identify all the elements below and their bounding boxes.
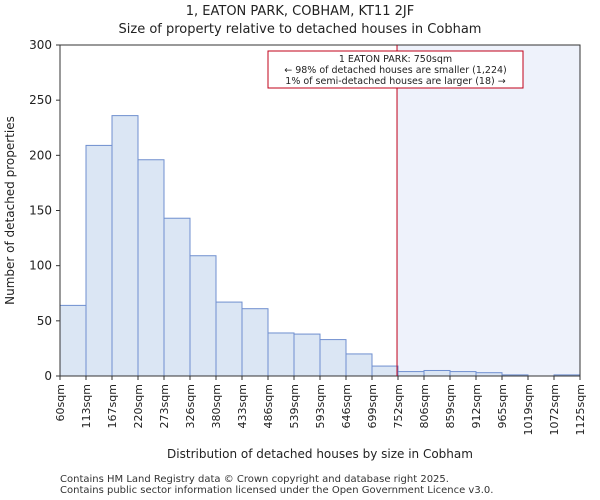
x-tick-label: 593sqm bbox=[314, 384, 327, 428]
x-tick-label: 486sqm bbox=[262, 384, 275, 428]
x-tick-label: 1125sqm bbox=[574, 384, 587, 435]
x-tick-label: 859sqm bbox=[444, 384, 457, 428]
x-tick-label: 965sqm bbox=[496, 384, 509, 428]
x-tick-label: 806sqm bbox=[418, 384, 431, 428]
annotation-line-2: ← 98% of detached houses are smaller (1,… bbox=[284, 65, 507, 76]
histogram-bar bbox=[293, 333, 321, 377]
y-tick-label: 150 bbox=[29, 204, 52, 218]
x-tick-label: 326sqm bbox=[184, 384, 197, 428]
annotation-line-1: 1 EATON PARK: 750sqm bbox=[339, 54, 452, 65]
histogram-bar bbox=[449, 371, 477, 377]
x-tick-label: 60sqm bbox=[54, 384, 67, 421]
y-tick-label: 200 bbox=[29, 148, 52, 162]
y-tick-label: 100 bbox=[29, 259, 52, 273]
histogram-bar bbox=[189, 255, 217, 377]
y-tick-label: 50 bbox=[37, 314, 52, 328]
x-axis-label: Distribution of detached houses by size … bbox=[167, 447, 473, 461]
x-tick-label: 220sqm bbox=[132, 384, 145, 428]
x-tick-label: 539sqm bbox=[288, 384, 301, 428]
footer-copyright: Contains HM Land Registry data © Crown c… bbox=[60, 474, 449, 485]
histogram-bar bbox=[371, 365, 399, 377]
annotation-line-3: 1% of semi-detached houses are larger (1… bbox=[285, 76, 505, 87]
chart-subtitle: Size of property relative to detached ho… bbox=[118, 22, 482, 37]
histogram-bar bbox=[85, 144, 113, 377]
histogram-bar bbox=[267, 332, 295, 377]
x-tick-label: 167sqm bbox=[106, 384, 119, 428]
histogram-bar bbox=[163, 217, 191, 377]
histogram-bar bbox=[345, 353, 373, 377]
histogram-bar bbox=[215, 301, 243, 377]
x-tick-label: 113sqm bbox=[80, 384, 93, 428]
histogram-bar bbox=[423, 369, 451, 377]
histogram-bar bbox=[111, 115, 139, 377]
y-tick-label: 300 bbox=[29, 38, 52, 52]
histogram-bar bbox=[319, 339, 347, 377]
footer-licence: Contains public sector information licen… bbox=[60, 485, 494, 496]
x-tick-label: 752sqm bbox=[392, 384, 405, 428]
highlight-region bbox=[397, 45, 580, 376]
annotation-box bbox=[267, 50, 524, 89]
y-tick-label: 250 bbox=[29, 93, 52, 107]
x-tick-label: 1019sqm bbox=[522, 384, 535, 435]
histogram-bar bbox=[59, 304, 87, 377]
histogram-bar bbox=[397, 371, 425, 377]
x-tick-label: 273sqm bbox=[158, 384, 171, 428]
y-axis-label: Number of detached properties bbox=[3, 116, 17, 305]
x-tick-label: 646sqm bbox=[340, 384, 353, 428]
x-tick-label: 433sqm bbox=[236, 384, 249, 428]
chart-title: 1, EATON PARK, COBHAM, KT11 2JF bbox=[185, 4, 415, 19]
x-tick-label: 912sqm bbox=[470, 384, 483, 428]
histogram-bar bbox=[137, 159, 165, 377]
x-tick-label: 699sqm bbox=[366, 384, 379, 428]
x-tick-label: 380sqm bbox=[210, 384, 223, 428]
histogram-bar bbox=[241, 308, 269, 377]
x-tick-label: 1072sqm bbox=[548, 384, 561, 435]
y-tick-label: 0 bbox=[44, 369, 52, 383]
